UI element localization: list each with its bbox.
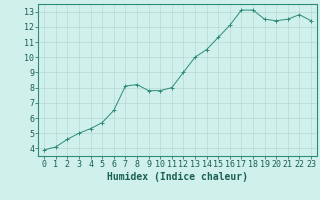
X-axis label: Humidex (Indice chaleur): Humidex (Indice chaleur) (107, 172, 248, 182)
